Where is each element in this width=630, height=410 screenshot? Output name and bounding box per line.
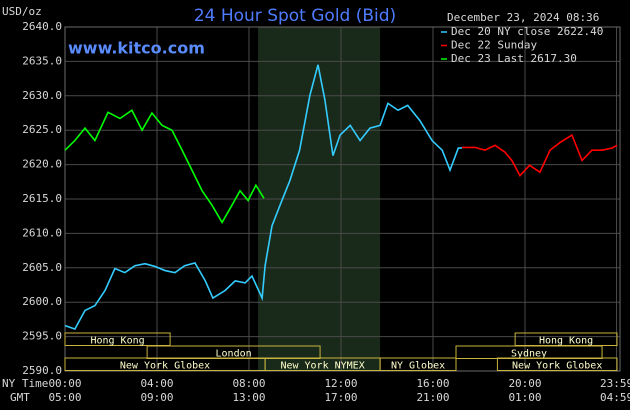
session-label: NY Globex (391, 360, 445, 371)
y-tick-label: 2595.0 (22, 330, 62, 343)
x-tick-label: 04:00 (140, 377, 173, 390)
price-line (64, 109, 265, 224)
y-tick-label: 2605.0 (22, 261, 62, 274)
session-label: Hong Kong (90, 335, 144, 346)
y-tick-label: 2625.0 (22, 123, 62, 136)
legend-entry: Dec 22 Sunday (451, 39, 537, 52)
x-tick-label: 20:00 (508, 377, 541, 390)
session-label: New York NYMEX (280, 360, 364, 371)
y-tick-label: 2640.0 (22, 20, 62, 33)
x2-tick-label: 04:59 (600, 391, 630, 404)
price-line (461, 133, 618, 177)
session-box (496, 357, 618, 371)
x2-tick-label: 13:00 (232, 391, 265, 404)
y-tick-label: 2620.0 (22, 158, 62, 171)
session-box (514, 332, 618, 346)
session-label: New York Globex (120, 360, 210, 371)
session-box (64, 332, 171, 346)
x2-axis-label: GMT (10, 391, 30, 404)
session-label: Sydney (511, 348, 547, 359)
session-label: London (216, 348, 252, 359)
x-axis-label: NY Time (2, 377, 48, 390)
x2-tick-label: 21:00 (416, 391, 449, 404)
legend-entry: Dec 23 Last 2617.30 (451, 52, 577, 65)
x2-tick-label: 09:00 (140, 391, 173, 404)
y-tick-label: 2600.0 (22, 295, 62, 308)
y-tick-label: 2615.0 (22, 192, 62, 205)
session-box (379, 357, 457, 371)
y-tick-label: 2590.0 (22, 364, 62, 377)
x-tick-label: 12:00 (324, 377, 357, 390)
date: December 23, 2024 08:36 (447, 11, 599, 24)
y-axis-label: USD/oz (2, 5, 42, 18)
x-tick-label: 16:00 (416, 377, 449, 390)
x-tick-label: 00:00 (48, 377, 81, 390)
price-line (64, 64, 462, 331)
y-tick-label: 2610.0 (22, 226, 62, 239)
y-tick-label: 2630.0 (22, 89, 62, 102)
session-label: Hong Kong (539, 335, 593, 346)
x2-tick-label: 01:00 (508, 391, 541, 404)
x2-tick-label: 17:00 (324, 391, 357, 404)
session-label: New York Globex (512, 360, 602, 371)
x-tick-label: 23:59 (600, 377, 630, 390)
y-tick-label: 2635.0 (22, 54, 62, 67)
chart-title: 24 Hour Spot Gold (Bid) (194, 6, 396, 26)
legend-entry: Dec 20 NY close 2622.40 (451, 25, 603, 38)
site-label: www.kitco.com (68, 39, 205, 58)
x-tick-label: 08:00 (232, 377, 265, 390)
x2-tick-label: 05:00 (48, 391, 81, 404)
